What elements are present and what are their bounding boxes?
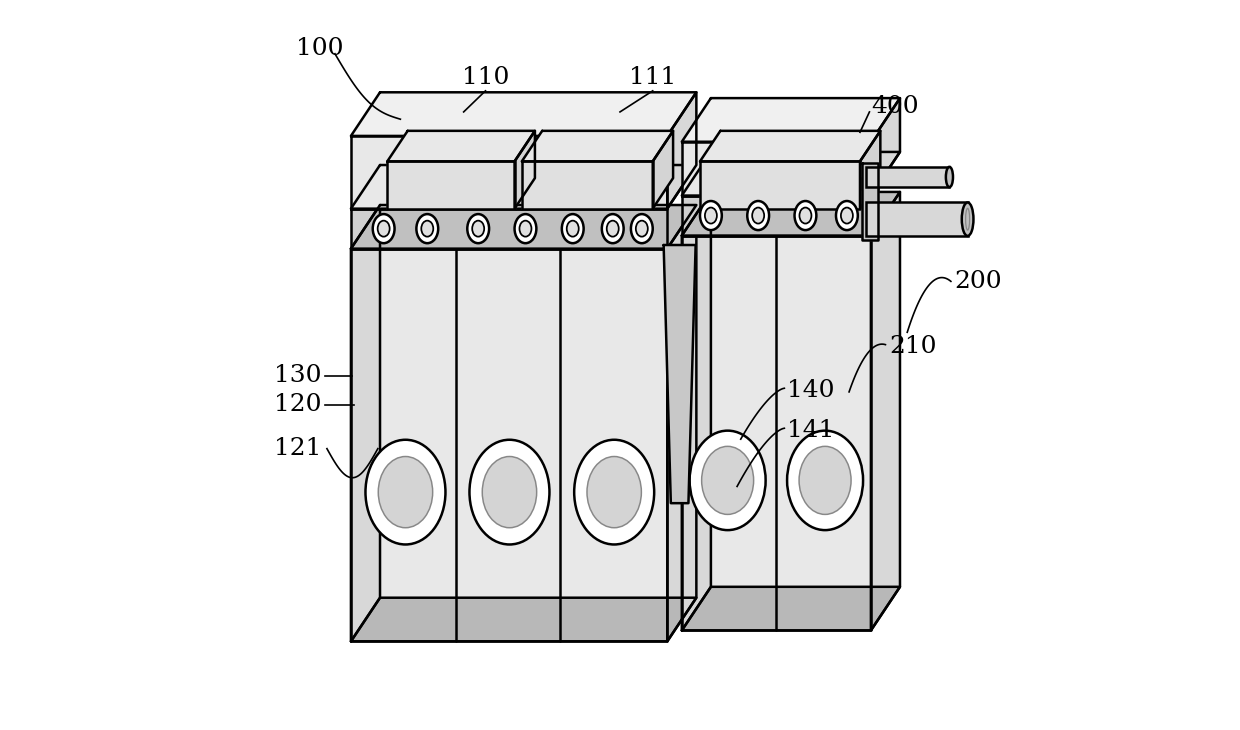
Ellipse shape: [378, 456, 433, 528]
Polygon shape: [667, 205, 697, 642]
Polygon shape: [387, 161, 515, 209]
Ellipse shape: [946, 167, 954, 187]
Ellipse shape: [753, 207, 764, 223]
Ellipse shape: [373, 214, 394, 243]
Polygon shape: [682, 152, 900, 196]
Text: 100: 100: [296, 37, 343, 60]
Text: 141: 141: [787, 419, 835, 442]
Ellipse shape: [567, 220, 579, 237]
Polygon shape: [870, 192, 900, 631]
Bar: [862, 178, 878, 189]
Ellipse shape: [841, 207, 853, 223]
Bar: [866, 202, 967, 236]
Polygon shape: [351, 136, 667, 209]
Ellipse shape: [787, 431, 863, 530]
Ellipse shape: [574, 439, 655, 545]
Polygon shape: [351, 598, 697, 642]
Text: 121: 121: [274, 437, 322, 460]
Ellipse shape: [378, 220, 389, 237]
Ellipse shape: [836, 201, 858, 230]
Polygon shape: [351, 205, 379, 642]
Ellipse shape: [467, 214, 489, 243]
Ellipse shape: [606, 220, 619, 237]
Polygon shape: [682, 142, 870, 196]
Polygon shape: [862, 164, 878, 239]
Polygon shape: [351, 249, 667, 642]
Text: 110: 110: [461, 66, 510, 89]
Polygon shape: [351, 205, 697, 249]
Polygon shape: [682, 98, 900, 142]
Polygon shape: [663, 245, 696, 503]
Ellipse shape: [515, 214, 537, 243]
Ellipse shape: [472, 220, 484, 237]
Text: 140: 140: [787, 379, 835, 402]
Text: 130: 130: [274, 364, 322, 388]
Ellipse shape: [689, 431, 765, 530]
Polygon shape: [667, 92, 697, 209]
Polygon shape: [387, 131, 534, 161]
Polygon shape: [682, 192, 711, 631]
Ellipse shape: [470, 439, 549, 545]
Ellipse shape: [422, 220, 433, 237]
Polygon shape: [701, 161, 861, 209]
Ellipse shape: [636, 220, 647, 237]
Text: 111: 111: [629, 66, 676, 89]
Ellipse shape: [702, 446, 754, 515]
Ellipse shape: [417, 214, 438, 243]
Polygon shape: [870, 98, 900, 196]
Text: 200: 200: [955, 270, 1002, 293]
Ellipse shape: [520, 220, 532, 237]
Ellipse shape: [701, 201, 722, 230]
Polygon shape: [351, 92, 697, 136]
Ellipse shape: [799, 446, 851, 515]
Ellipse shape: [366, 439, 445, 545]
Ellipse shape: [748, 201, 769, 230]
Ellipse shape: [631, 214, 652, 243]
Polygon shape: [351, 209, 667, 249]
Polygon shape: [682, 192, 900, 236]
Polygon shape: [682, 236, 870, 631]
Ellipse shape: [601, 214, 624, 243]
Ellipse shape: [482, 456, 537, 528]
Polygon shape: [522, 131, 673, 161]
Polygon shape: [861, 131, 880, 209]
Ellipse shape: [562, 214, 584, 243]
Polygon shape: [701, 131, 880, 161]
Polygon shape: [351, 165, 697, 209]
Ellipse shape: [795, 201, 816, 230]
Ellipse shape: [704, 207, 717, 223]
Polygon shape: [652, 131, 673, 209]
Polygon shape: [682, 196, 870, 236]
Text: 210: 210: [889, 335, 936, 358]
Ellipse shape: [800, 207, 811, 223]
Polygon shape: [682, 587, 900, 631]
Ellipse shape: [962, 202, 973, 236]
Bar: [866, 167, 950, 187]
Text: 120: 120: [274, 393, 322, 417]
Text: 400: 400: [870, 96, 919, 118]
Polygon shape: [515, 131, 534, 209]
Ellipse shape: [587, 456, 641, 528]
Polygon shape: [522, 161, 652, 209]
